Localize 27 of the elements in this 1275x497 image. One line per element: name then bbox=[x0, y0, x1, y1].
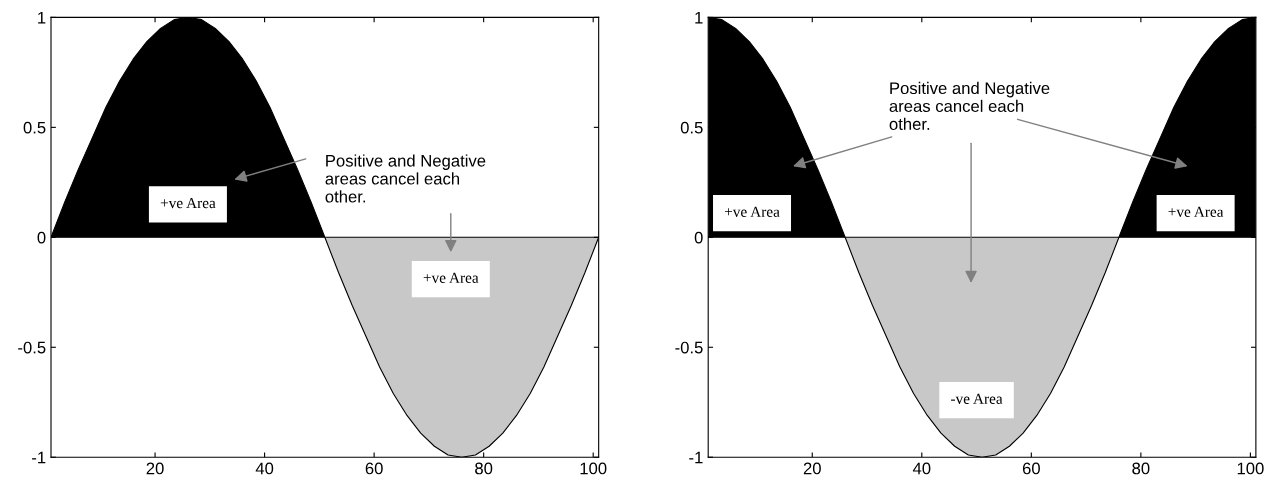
x-tick-label: 80 bbox=[1132, 462, 1150, 475]
y-tick-label: -0.5 bbox=[675, 341, 703, 354]
x-tick-label: 60 bbox=[1022, 462, 1040, 475]
y-tick-label: 0 bbox=[37, 231, 46, 244]
y-tick-label: -0.5 bbox=[18, 341, 46, 354]
y-tick-label: -1 bbox=[32, 451, 46, 464]
annotation: Positive and Negative areas cancel each other. bbox=[325, 154, 486, 203]
x-tick-label: 40 bbox=[255, 462, 274, 475]
y-tick-label: 1 bbox=[695, 11, 703, 24]
annotation: +ve Area bbox=[423, 272, 479, 283]
annotation: +ve Area bbox=[160, 197, 216, 209]
x-tick-label: 100 bbox=[580, 462, 607, 475]
annotation: +ve Area bbox=[724, 206, 780, 217]
y-tick-label: 0.5 bbox=[23, 121, 46, 134]
x-tick-label: 100 bbox=[1237, 462, 1264, 475]
y-tick-label: -1 bbox=[689, 451, 703, 464]
x-tick-label: 60 bbox=[365, 462, 383, 475]
annotation: -ve Area bbox=[951, 393, 1003, 404]
annotation: Positive and Negative areas cancel each other. bbox=[889, 81, 1050, 130]
x-tick-label: 40 bbox=[912, 462, 931, 475]
y-tick-label: 0.5 bbox=[680, 121, 703, 134]
annotation: +ve Area bbox=[1168, 206, 1224, 217]
x-tick-label: 80 bbox=[475, 462, 493, 475]
x-tick-label: 20 bbox=[803, 462, 821, 475]
y-tick-label: 0 bbox=[694, 231, 703, 244]
y-tick-label: 1 bbox=[38, 11, 46, 24]
x-tick-label: 20 bbox=[146, 462, 164, 475]
